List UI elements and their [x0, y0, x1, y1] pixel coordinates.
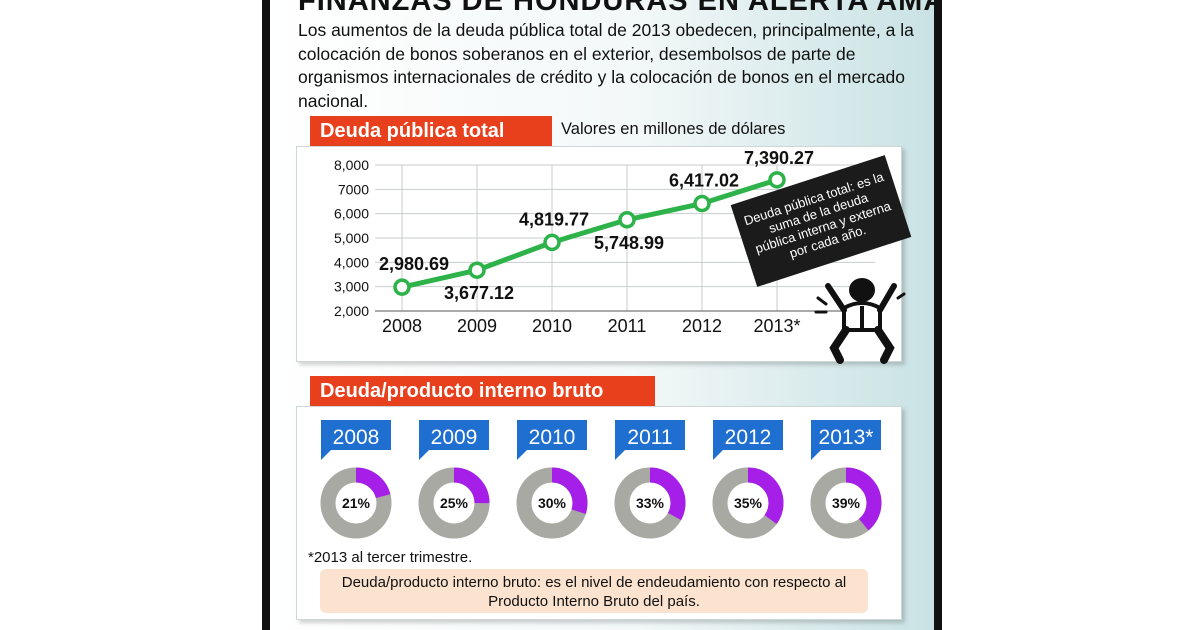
y-tick-label: 8,000 — [334, 157, 369, 173]
frame-left-bar — [262, 0, 270, 630]
debt-data-point — [618, 211, 636, 229]
year-tag-label: 2012 — [725, 426, 772, 449]
debt-data-point — [768, 171, 786, 189]
headline: FINANZAS DE HONDURAS EN ALERTA AMARILLA — [298, 0, 934, 17]
donut-share-slice — [320, 467, 392, 539]
donut-share-slice — [516, 467, 588, 539]
x-tick-label: 2009 — [457, 316, 497, 336]
donut-value-label: 39% — [832, 495, 861, 511]
debt-line-chart: 2,000 3,000 4,000 5,000 6,000 7000 8,000 2008 20… — [334, 148, 875, 336]
x-tick-label: 2013* — [753, 316, 800, 336]
debt-data-label: 4,819.77 — [519, 209, 589, 229]
intro-paragraph: Los aumentos de la deuda pública total d… — [298, 20, 914, 111]
y-tick-label: 4,000 — [334, 254, 369, 270]
y-tick-label: 2,000 — [334, 303, 369, 319]
gdp-chart-title: Deuda/producto interno bruto — [310, 376, 655, 406]
debt-data-point — [393, 278, 411, 296]
footnote: *2013 al tercer trimestre. — [308, 549, 473, 566]
year-tag — [321, 420, 391, 450]
year-tag-pointer — [419, 450, 429, 460]
debt-chart-title: Deuda pública total — [310, 116, 552, 146]
donut-value-label: 30% — [538, 495, 567, 511]
x-tick-label: 2010 — [532, 316, 572, 336]
year-tag — [615, 420, 685, 450]
donut-value-label: 33% — [636, 495, 665, 511]
y-tick-label: 3,000 — [334, 279, 369, 295]
donut-value-label: 21% — [342, 495, 371, 511]
x-tick-label: 2012 — [682, 316, 722, 336]
year-tag-label: 2008 — [333, 426, 380, 449]
year-tag-label: 2009 — [431, 426, 478, 449]
debt-data-label: 3,677.12 — [444, 283, 514, 303]
debt-data-label: 5,748.99 — [594, 233, 664, 253]
year-tag — [811, 420, 881, 450]
year-tag-pointer — [615, 450, 625, 460]
frame-right-bar — [934, 0, 942, 630]
year-tag — [713, 420, 783, 450]
year-tag-label: 2013* — [819, 426, 874, 449]
gdp-donut-charts: 2008 21% 2009 25% 2010 30% 2011 33% 2012 35% 2013*… — [320, 420, 882, 539]
y-tick-label: 7000 — [338, 181, 369, 197]
debt-data-point — [468, 261, 486, 279]
debt-data-label: 7,390.27 — [744, 148, 814, 168]
debt-series-line — [401, 177, 778, 290]
debt-data-point — [543, 233, 561, 252]
y-tick-label: 6,000 — [334, 206, 369, 222]
donut-value-label: 25% — [440, 495, 469, 511]
donut-share-slice — [418, 467, 490, 539]
year-tag-pointer — [811, 450, 821, 460]
year-tag-pointer — [321, 450, 331, 460]
debt-data-label: 2,980.69 — [379, 254, 449, 274]
year-tag-label: 2011 — [627, 426, 672, 449]
gdp-definition-note: Deuda/producto interno bruto: es el nive… — [320, 569, 868, 613]
donut-value-label: 35% — [734, 495, 763, 511]
debt-chart-subtitle: Valores en millones de dólares — [561, 120, 786, 138]
debt-data-label: 6,417.02 — [669, 171, 739, 191]
infographic-panel: FINANZAS DE HONDURAS EN ALERTA AMARILLA … — [270, 0, 934, 630]
year-tag — [517, 420, 587, 450]
x-tick-label: 2011 — [608, 316, 647, 336]
y-tick-label: 5,000 — [334, 230, 369, 246]
year-tag — [419, 420, 489, 450]
year-tag-pointer — [713, 450, 723, 460]
year-tag-label: 2010 — [529, 426, 576, 449]
year-tag-pointer — [517, 450, 527, 460]
donut-share-slice — [614, 467, 686, 539]
x-tick-label: 2008 — [382, 316, 422, 336]
gdp-donut-card: 2008 21% 2009 25% 2010 30% 2011 33% 2012 35% 2013*… — [296, 406, 902, 620]
donut-share-slice — [810, 467, 882, 539]
debt-data-point — [693, 194, 711, 213]
mascot-illustration — [814, 278, 906, 364]
donut-share-slice — [712, 467, 784, 539]
